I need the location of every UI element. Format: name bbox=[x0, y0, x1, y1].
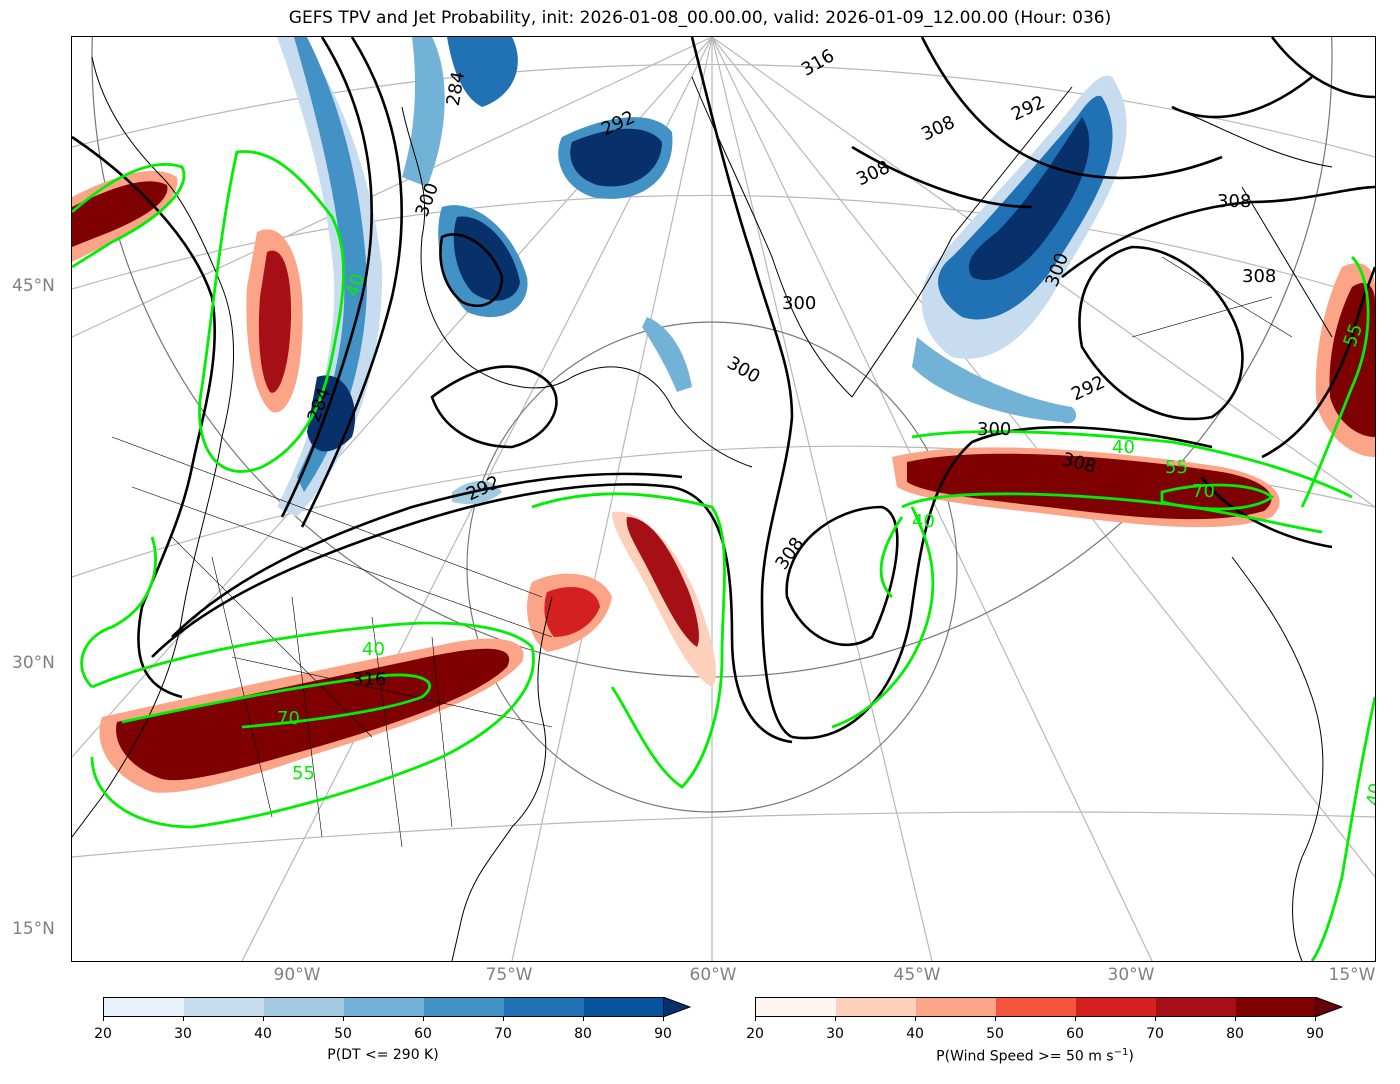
plot-title: GEFS TPV and Jet Probability, init: 2026… bbox=[288, 8, 1112, 28]
colorbar-jet-tickmark bbox=[1075, 1016, 1076, 1021]
theta-label: 300 bbox=[412, 180, 443, 219]
colorbar-tpv-tickmark bbox=[583, 1016, 584, 1021]
colorbar-tpv-tickmark bbox=[263, 1016, 264, 1021]
jet-label: 40 bbox=[362, 639, 385, 660]
colorbar-jet-tick-label: 50 bbox=[986, 1026, 1004, 1042]
colorbar-jet-swatch bbox=[836, 998, 916, 1016]
colorbar-tpv-swatch bbox=[184, 998, 264, 1016]
theta-label: 308 bbox=[918, 112, 958, 146]
theta-label: 300 bbox=[723, 352, 763, 387]
coastlines bbox=[72, 56, 1333, 961]
colorbar-jet-tickmark bbox=[995, 1016, 996, 1021]
lon-label-45w: 45°W bbox=[893, 965, 941, 985]
colorbar-tpv-tickmark bbox=[343, 1016, 344, 1021]
jet-label: 70 bbox=[1192, 481, 1215, 502]
colorbar-tpv-tick-label: 70 bbox=[494, 1026, 512, 1042]
colorbar-tpv-tickmark bbox=[183, 1016, 184, 1021]
theta-label: 308 bbox=[771, 534, 808, 574]
colorbar-tpv-tick-label: 90 bbox=[654, 1026, 672, 1042]
colorbar-jet-label-exponent: −1 bbox=[1113, 1047, 1129, 1058]
colorbar-jet-tick-label: 60 bbox=[1066, 1026, 1084, 1042]
colorbar-tpv-swatch bbox=[424, 998, 504, 1016]
theta-label: 300 bbox=[977, 419, 1011, 440]
theta-label: 284 bbox=[443, 70, 470, 107]
jet-label: 70 bbox=[277, 708, 300, 729]
colorbar-jet-swatch bbox=[916, 998, 996, 1016]
map-panel[interactable]: 284 284 292 292 292 292 300 300 300 300 … bbox=[71, 36, 1376, 962]
jet-probability-shading bbox=[72, 170, 1375, 793]
colorbar-jet-extend-arrow bbox=[1315, 997, 1343, 1017]
colorbar-tpv-swatch bbox=[344, 998, 424, 1016]
tpv-probability-shading bbox=[277, 37, 1127, 517]
colorbar-tpv-tickmark bbox=[663, 1016, 664, 1021]
map-canvas: 284 284 292 292 292 292 300 300 300 300 … bbox=[72, 37, 1375, 961]
theta-contours bbox=[72, 37, 1375, 744]
colorbar-jet-tick-label: 20 bbox=[746, 1026, 764, 1042]
colorbar-tpv-swatch bbox=[264, 998, 344, 1016]
colorbar-tpv-tick-label: 20 bbox=[94, 1026, 112, 1042]
colorbar-jet-label-close: ) bbox=[1128, 1048, 1134, 1065]
colorbar-tpv-extend-arrow bbox=[663, 997, 691, 1017]
colorbar-tpv-tickmark bbox=[103, 1016, 104, 1021]
colorbar-jet-swatch bbox=[756, 998, 836, 1016]
theta-label: 300 bbox=[782, 293, 816, 314]
colorbar-jet-swatch bbox=[996, 998, 1076, 1016]
theta-label: 308 bbox=[1217, 191, 1251, 212]
colorbar-tpv-swatch bbox=[584, 998, 664, 1016]
colorbar-jet-swatch bbox=[1236, 998, 1316, 1016]
jet-label: 55 bbox=[292, 763, 315, 784]
colorbar-jet-tickmark bbox=[835, 1016, 836, 1021]
colorbar-jet-tick-label: 90 bbox=[1306, 1026, 1324, 1042]
jet-label: 55 bbox=[1165, 457, 1188, 478]
colorbar-tpv-label: P(DT <= 290 K) bbox=[327, 1047, 439, 1063]
colorbar-tpv-swatch bbox=[104, 998, 184, 1016]
colorbar-tpv-tick-label: 60 bbox=[414, 1026, 432, 1042]
range-ring-small bbox=[466, 321, 958, 813]
colorbar-jet-tick-label: 40 bbox=[906, 1026, 924, 1042]
colorbar-tpv-tick-label: 80 bbox=[574, 1026, 592, 1042]
colorbar-jet-tickmark bbox=[1235, 1016, 1236, 1021]
colorbar-tpv-tick-label: 30 bbox=[174, 1026, 192, 1042]
lon-label-90w: 90°W bbox=[273, 965, 321, 985]
lon-label-75w: 75°W bbox=[485, 965, 533, 985]
colorbar-jet-tick-label: 80 bbox=[1226, 1026, 1244, 1042]
lon-label-30w: 30°W bbox=[1107, 965, 1155, 985]
colorbar-jet-label: P(Wind Speed >= 50 m s−1) bbox=[936, 1047, 1134, 1065]
colorbar-tpv-tick-label: 50 bbox=[334, 1026, 352, 1042]
jet-label: 40 bbox=[1112, 437, 1135, 458]
colorbar-jet-tickmark bbox=[1155, 1016, 1156, 1021]
theta-label: 316 bbox=[352, 669, 386, 690]
jet-contours bbox=[72, 150, 1375, 961]
political-borders bbox=[111, 256, 1293, 848]
colorbar-jet-tickmark bbox=[1315, 1016, 1316, 1021]
colorbar-tpv bbox=[103, 997, 664, 1017]
lat-label-45n: 45°N bbox=[12, 276, 55, 296]
colorbar-jet-tickmark bbox=[915, 1016, 916, 1021]
colorbar-jet-label-main: P(Wind Speed >= 50 m s bbox=[936, 1048, 1114, 1065]
jet-label: 40 bbox=[1363, 781, 1375, 807]
jet-label: 40 bbox=[912, 511, 935, 532]
theta-label: 292 bbox=[1068, 372, 1108, 406]
theta-label: 308 bbox=[1242, 266, 1276, 287]
colorbar-tpv-tickmark bbox=[503, 1016, 504, 1021]
colorbar-jet-tick-label: 30 bbox=[826, 1026, 844, 1042]
colorbar-jet-swatch bbox=[1076, 998, 1156, 1016]
colorbar-jet-swatch bbox=[1156, 998, 1236, 1016]
lat-label-15n: 15°N bbox=[12, 919, 55, 939]
colorbar-tpv-tick-label: 40 bbox=[254, 1026, 272, 1042]
colorbar-jet-tick-label: 70 bbox=[1146, 1026, 1164, 1042]
theta-label: 316 bbox=[798, 45, 838, 80]
colorbar-tpv-tickmark bbox=[423, 1016, 424, 1021]
colorbar-tpv-swatch bbox=[504, 998, 584, 1016]
lon-label-60w: 60°W bbox=[689, 965, 737, 985]
lon-label-15w: 15°W bbox=[1328, 965, 1376, 985]
lat-label-30n: 30°N bbox=[12, 653, 55, 673]
theta-label: 292 bbox=[1008, 92, 1048, 126]
colorbar-jet-tickmark bbox=[755, 1016, 756, 1021]
colorbar-jet bbox=[755, 997, 1316, 1017]
